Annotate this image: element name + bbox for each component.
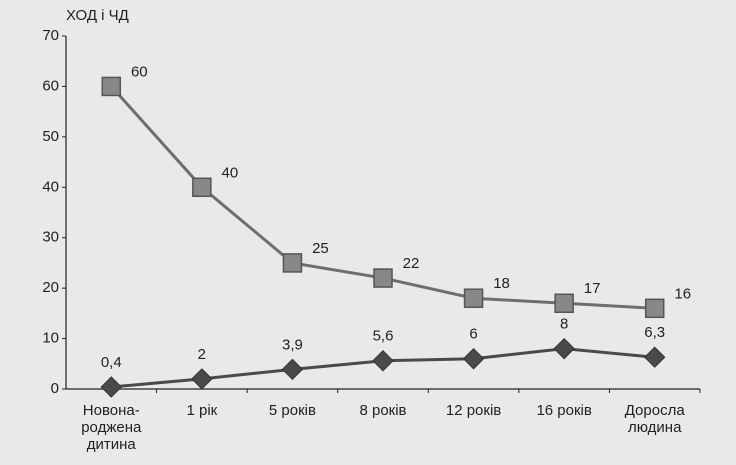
marker — [373, 268, 393, 288]
marker — [553, 337, 575, 360]
data-label: 2 — [198, 346, 206, 363]
y-tick-label: 30 — [42, 229, 59, 246]
marker — [101, 76, 122, 97]
marker — [463, 288, 484, 308]
marker — [191, 368, 213, 390]
y-tick-label: 10 — [42, 330, 59, 347]
marker — [644, 298, 665, 319]
y-tick-label: 50 — [42, 128, 59, 145]
marker — [192, 177, 212, 198]
x-tick-label: Новона-роджена дитина — [81, 402, 142, 453]
marker — [282, 253, 303, 273]
x-tick-label: 8 років — [359, 402, 406, 419]
data-label: 18 — [493, 275, 510, 292]
data-label: 3,9 — [282, 336, 303, 353]
y-tick-label: 40 — [42, 178, 59, 195]
y-tick-label: 20 — [42, 279, 59, 296]
x-tick-label: Доросла людина — [625, 402, 686, 436]
data-label: 40 — [222, 164, 239, 181]
x-tick-label: 12 років — [446, 402, 501, 419]
marker — [100, 376, 122, 398]
data-label: 22 — [403, 255, 420, 272]
data-label: 5,6 — [373, 328, 394, 345]
x-tick-label: 1 рік — [186, 402, 217, 419]
marker — [554, 293, 574, 314]
y-tick-label: 70 — [42, 27, 59, 44]
x-tick-label: 16 років — [536, 402, 591, 419]
data-label: 0,4 — [101, 354, 122, 371]
marker — [281, 358, 304, 381]
y-tick-label: 60 — [42, 77, 59, 94]
data-label: 25 — [312, 240, 329, 257]
marker — [644, 346, 666, 368]
data-label: 16 — [674, 285, 691, 302]
data-label: 6 — [469, 326, 477, 343]
y-tick-label: 0 — [51, 380, 59, 397]
data-label: 8 — [560, 316, 568, 333]
data-label: 6,3 — [644, 324, 665, 341]
data-label: 17 — [584, 280, 601, 297]
marker — [372, 350, 394, 372]
x-tick-label: 5 років — [269, 402, 316, 419]
y-axis-title: ХОД і ЧД — [66, 7, 129, 24]
marker — [462, 348, 485, 370]
data-label: 60 — [131, 63, 148, 80]
